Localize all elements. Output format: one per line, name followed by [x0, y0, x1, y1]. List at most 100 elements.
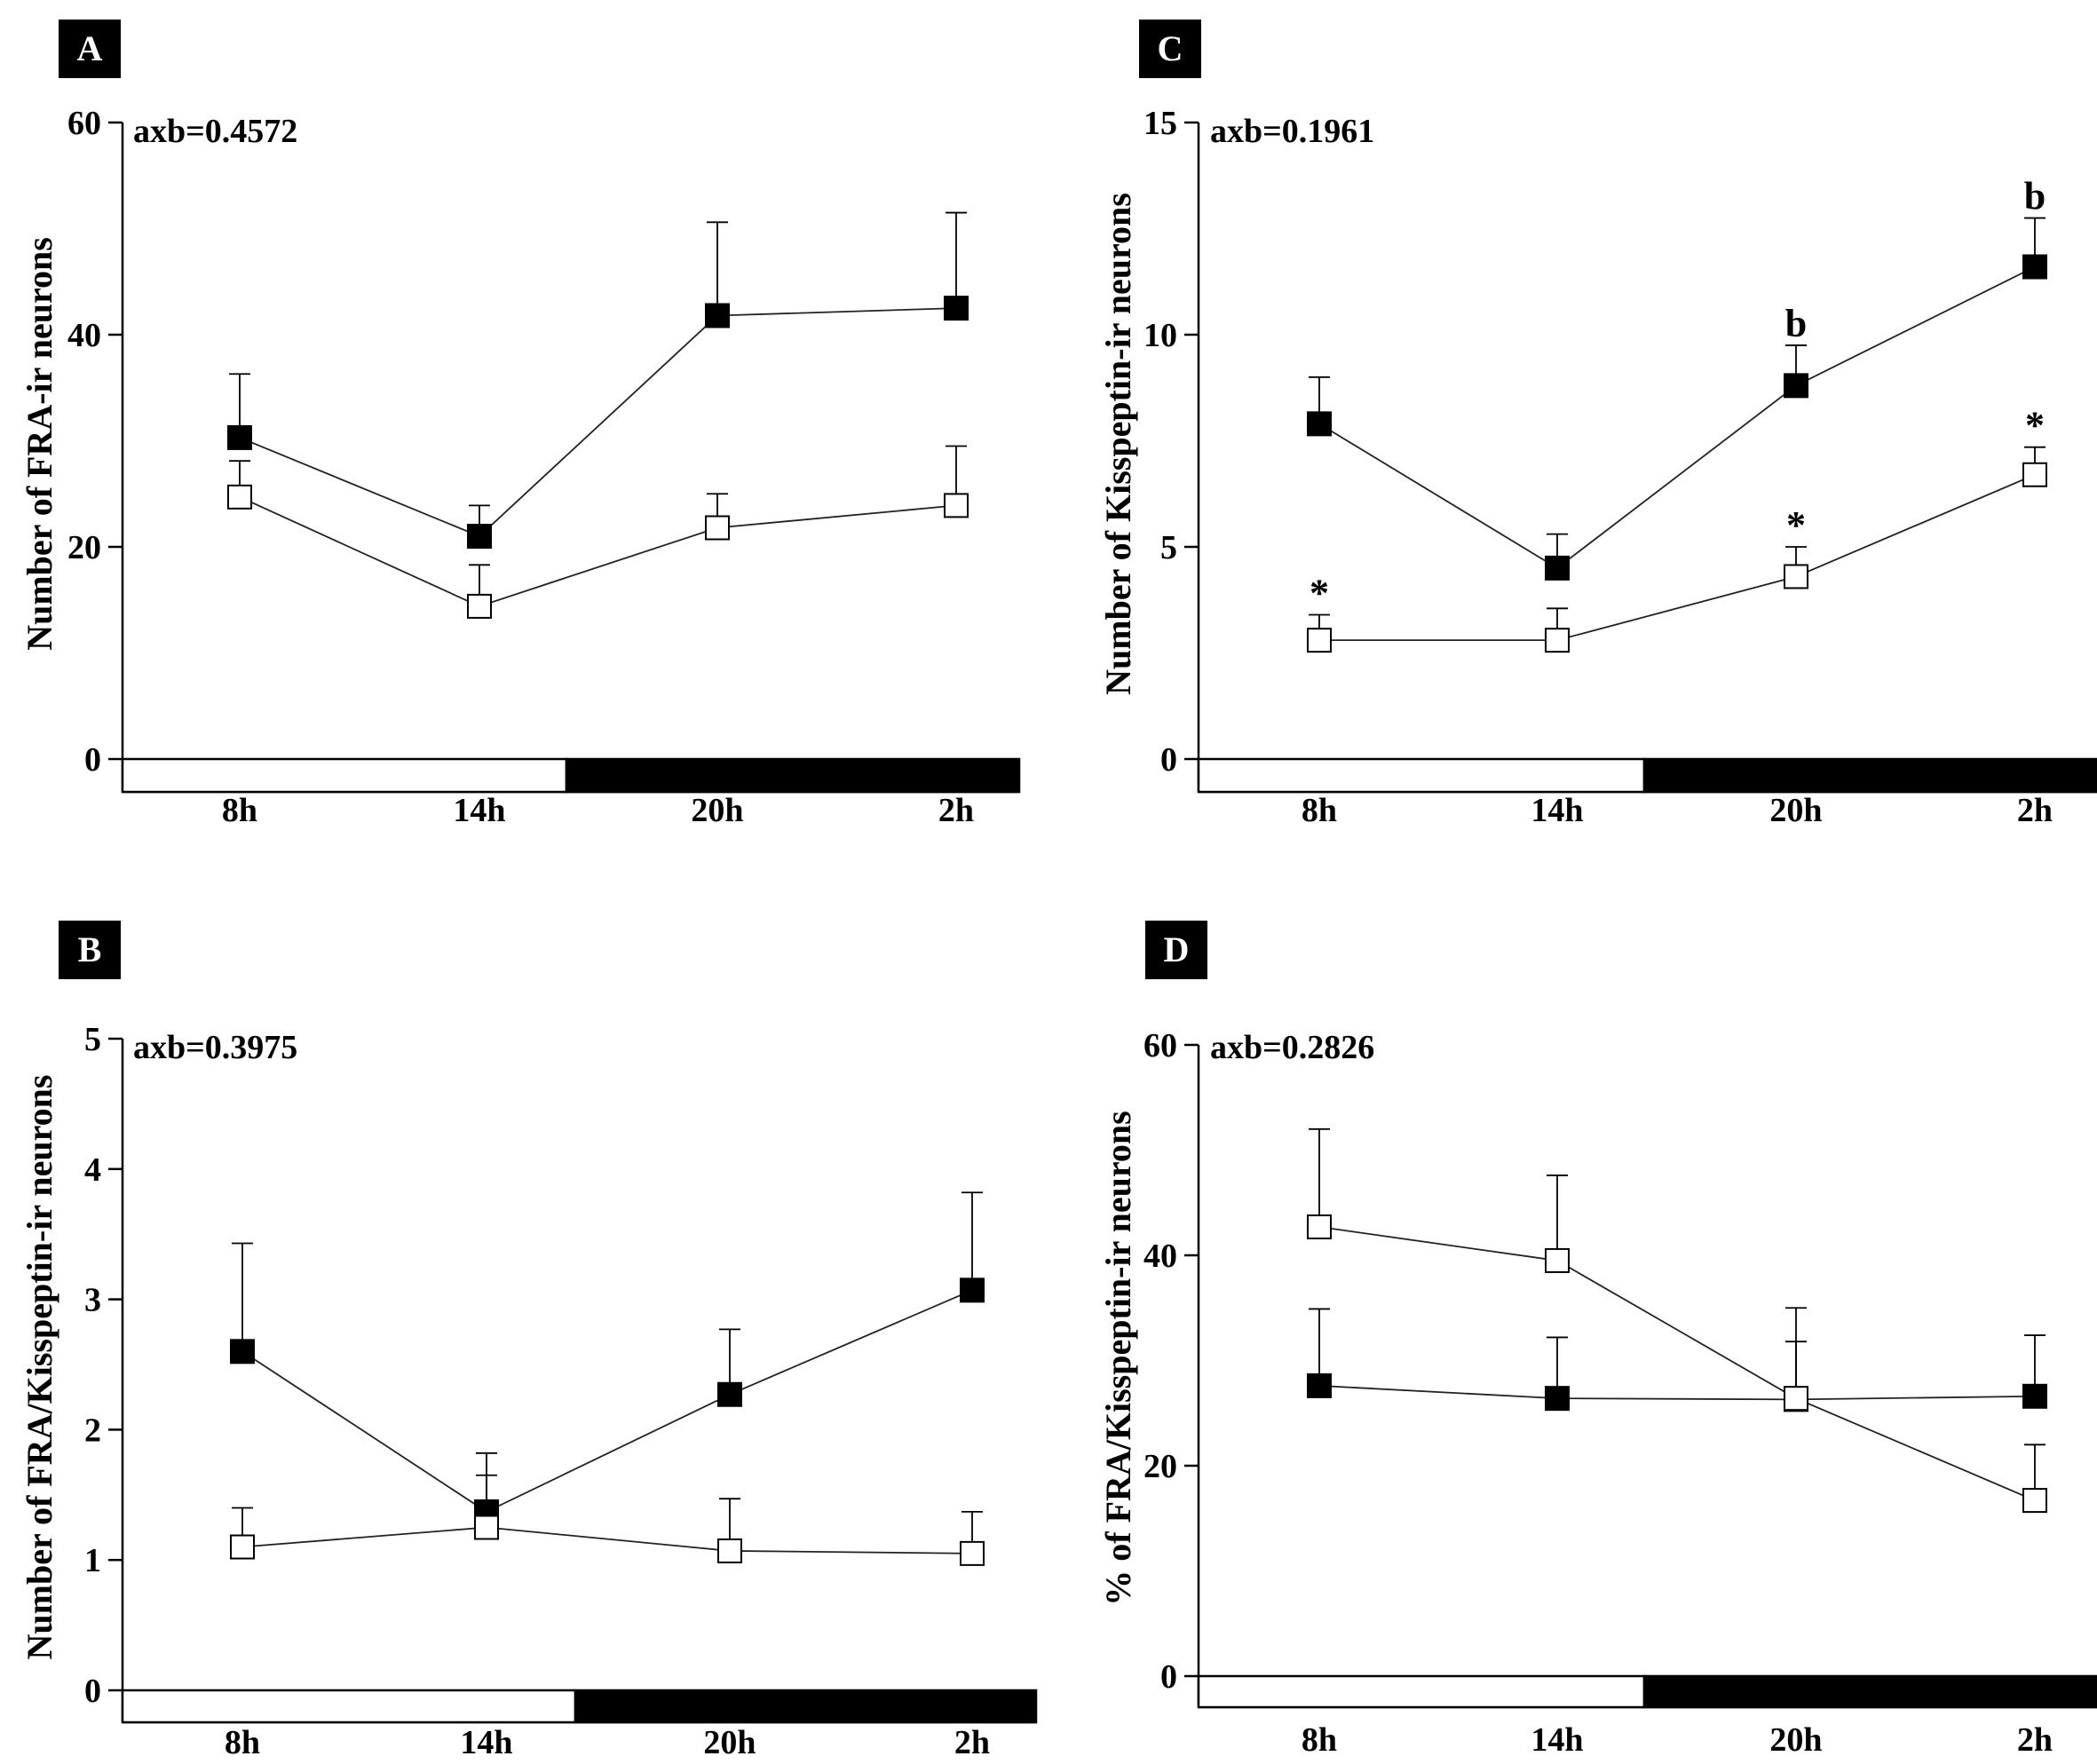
- y-tick-label: 40: [1143, 1238, 1177, 1275]
- series-marks-open: [1307, 1127, 2047, 1514]
- x-tick-label: 8h: [225, 1724, 260, 1761]
- data-point-filled: [944, 296, 969, 321]
- y-axis-label: Number of Kisspeptin-ir neurons: [1098, 193, 1138, 695]
- dark-phase-bar: [574, 1689, 1038, 1724]
- series-line-open: [239, 496, 957, 607]
- stat-annotation: axb=0.1961: [1210, 113, 1374, 150]
- series-marks-open: [227, 445, 969, 619]
- y-axis-label: Number of FRA/Kisspeptin-ir neurons: [20, 1075, 59, 1660]
- series-line-filled: [1318, 1385, 2036, 1401]
- y-tick-label: 5: [84, 1021, 101, 1058]
- light-phase-bar: [121, 757, 568, 794]
- y-tick-label: 60: [67, 105, 101, 142]
- data-point-open: [717, 1538, 742, 1563]
- series-open: [241, 1526, 973, 1554]
- x-tick-label: 14h: [460, 1724, 512, 1761]
- data-point-filled: [1545, 1386, 1570, 1412]
- data-point-open: [227, 484, 252, 510]
- series-line-open: [1319, 473, 2036, 642]
- data-point-open: [467, 593, 492, 619]
- x-tick-label: 8h: [1302, 792, 1337, 829]
- series-filled: [239, 307, 957, 538]
- data-point-filled: [717, 1381, 742, 1407]
- y-tick-label: 3: [84, 1282, 101, 1319]
- series-open: [239, 496, 957, 607]
- series-marks-filled: [230, 1191, 985, 1524]
- data-point-open: [1784, 1386, 1808, 1412]
- panel-label: A: [77, 28, 103, 68]
- data-point-open: [705, 515, 730, 541]
- data-point-filled: [227, 424, 252, 450]
- data-point-open: [474, 1515, 499, 1540]
- data-point-open: [1307, 628, 1332, 653]
- data-point-filled: [2022, 1383, 2047, 1409]
- series-open: [1319, 473, 2036, 642]
- panel-badge-b: [59, 921, 121, 979]
- data-point-filled: [705, 303, 730, 328]
- y-tick-label: 20: [67, 529, 101, 566]
- y-tick-label: 0: [84, 741, 101, 779]
- light-phase-bar: [121, 1689, 577, 1724]
- y-tick-label: 40: [67, 317, 101, 354]
- data-point-open: [2022, 462, 2047, 487]
- dark-phase-bar: [1642, 757, 2097, 794]
- light-phase-bar: [1197, 757, 1646, 794]
- panel-label: C: [1158, 28, 1183, 68]
- y-tick-label: 2: [84, 1412, 101, 1449]
- y-axis-label: % of FRA/Kisspeptin-ir neurons: [1098, 1111, 1138, 1605]
- data-point-open: [1784, 564, 1808, 589]
- data-point-open: [1545, 1247, 1570, 1273]
- x-tick-label: 8h: [1302, 1721, 1337, 1759]
- y-tick-label: 15: [1143, 105, 1177, 142]
- y-tick-label: 5: [1160, 529, 1177, 566]
- y-tick-label: 4: [84, 1151, 101, 1189]
- x-tick-label: 20h: [691, 792, 743, 829]
- data-point-open: [960, 1540, 985, 1566]
- series-line-open: [1318, 1226, 2036, 1501]
- x-tick-label: 2h: [954, 1724, 990, 1761]
- x-tick-label: 2h: [2017, 1721, 2053, 1759]
- panel-d: D 0 20 40 60 % of FRA/Kisspeptin-ir neurons ax…: [1098, 921, 2097, 1759]
- y-tick-label: 0: [84, 1673, 101, 1710]
- x-tick-label: 20h: [1769, 792, 1822, 829]
- stat-annotation: axb=0.3975: [133, 1029, 297, 1066]
- data-point-open: [1545, 628, 1570, 653]
- data-point-filled: [2022, 254, 2047, 280]
- series-filled: [1318, 1385, 2036, 1401]
- panel-badge-a: [59, 20, 121, 78]
- series-marks-filled: [1307, 1307, 2047, 1412]
- y-tick-label: 10: [1143, 317, 1177, 354]
- panel-badge-d: [1145, 921, 1207, 979]
- panel-badge-c: [1139, 20, 1201, 78]
- panel-a: A 0 20 40 60 Number of FRA-ir neurons axb=0.45…: [20, 20, 1021, 829]
- x-tick-label: 20h: [1769, 1721, 1822, 1759]
- data-point-open: [1307, 1214, 1332, 1240]
- significance-mark: b: [2024, 175, 2046, 218]
- data-point-filled: [1307, 1372, 1332, 1398]
- y-tick-label: 60: [1143, 1027, 1177, 1064]
- series-filled: [1318, 265, 2036, 569]
- panel-label: D: [1164, 929, 1190, 969]
- stat-annotation: axb=0.2826: [1210, 1029, 1374, 1066]
- x-tick-label: 14h: [1531, 792, 1583, 829]
- series-marks-open: * * *: [1307, 404, 2047, 653]
- series-line-filled: [1318, 265, 2036, 569]
- dark-phase-bar: [565, 757, 1021, 794]
- y-tick-label: 1: [84, 1542, 101, 1579]
- data-point-filled: [1545, 555, 1570, 581]
- significance-mark: b: [1785, 302, 1807, 345]
- y-axis-label: Number of FRA-ir neurons: [20, 237, 59, 651]
- series-marks-filled: bb: [1307, 175, 2047, 581]
- series-open: [1318, 1226, 2036, 1501]
- stat-annotation: axb=0.4572: [133, 113, 297, 150]
- series-line-filled: [239, 307, 957, 538]
- series-filled: [241, 1289, 973, 1513]
- x-tick-label: 14h: [1531, 1721, 1583, 1759]
- light-phase-bar: [1197, 1674, 1646, 1709]
- y-tick-label: 0: [1160, 1658, 1177, 1696]
- significance-mark: *: [2025, 404, 2045, 447]
- data-point-open: [2022, 1488, 2047, 1514]
- x-tick-label: 2h: [2017, 792, 2053, 829]
- data-point-filled: [1784, 373, 1808, 399]
